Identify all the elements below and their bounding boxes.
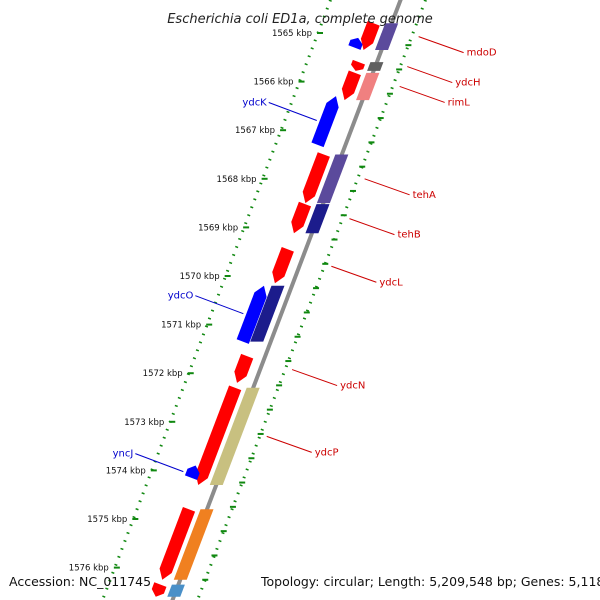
ruler-label: 1565 kbp <box>272 29 312 39</box>
gene-features <box>151 20 399 597</box>
gene-ydcH-companion-block <box>367 62 384 71</box>
left-dotted-guide <box>100 0 332 600</box>
gene-tehB-arrow <box>291 201 312 234</box>
right-dotted-guide <box>195 0 427 600</box>
gene-ydcL-leader <box>331 265 377 283</box>
gene-yncJ-label: yncJ <box>113 449 134 460</box>
gene-ydcK-label: ydcK <box>242 97 267 108</box>
ruler-label: 1573 kbp <box>124 418 164 428</box>
gene-ydcH-leader <box>407 66 453 84</box>
gene-unlabeled-companion-block <box>167 584 185 597</box>
gene-ydcN-label: ydcN <box>340 381 365 392</box>
accession-text: Accession: NC_011745 <box>9 574 151 589</box>
gene-tehB-leader <box>349 218 395 236</box>
gene-yncJ-arrow <box>184 465 200 480</box>
gene-ydcN-arrow <box>234 353 254 383</box>
map-title: Escherichia coli ED1a, complete genome <box>167 12 433 27</box>
gene-unlabeled-arrow <box>348 37 363 50</box>
ruler-label: 1572 kbp <box>143 369 183 379</box>
gene-ydcO-companion-block <box>250 285 285 342</box>
gene-mdoD-arrow <box>360 20 380 51</box>
gene-yncJ-leader <box>135 453 184 473</box>
gene-unlabeled-arrow <box>151 582 167 597</box>
topology-text: Topology: circular; Length: 5,209,548 bp… <box>260 574 600 589</box>
ruler-label: 1567 kbp <box>235 126 275 136</box>
gene-rimL-arrow <box>341 70 361 101</box>
gene-rimL-companion-block <box>356 72 380 101</box>
gene-ydcO-arrow <box>236 285 267 344</box>
gene-tehA-arrow <box>302 152 330 204</box>
gene-labels: mdoD ydcH rimL ydcK tehA tehB ydcL ydcO ydcN ydcP… <box>113 36 497 473</box>
ruler-label: 1571 kbp <box>161 321 201 331</box>
ruler-label: 1569 kbp <box>198 223 238 233</box>
ruler-label: 1575 kbp <box>87 515 127 525</box>
gene-ydcK-arrow <box>311 96 339 148</box>
ruler-label: 1576 kbp <box>69 564 109 574</box>
ruler-label: 1566 kbp <box>253 78 293 88</box>
gene-ydcP-arrow <box>195 385 242 485</box>
gene-tehA-label: tehA <box>413 190 436 201</box>
gene-tehA-companion-block <box>316 154 349 204</box>
gene-ydcH-arrow <box>351 59 365 71</box>
ruler-label: 1574 kbp <box>106 466 146 476</box>
gene-ydcH-label: ydcH <box>455 78 480 89</box>
gene-unlabeled-arrow <box>159 506 196 580</box>
gene-rimL-leader <box>399 85 445 103</box>
gene-mdoD-label: mdoD <box>467 48 497 59</box>
ruler-label: 1570 kbp <box>180 272 220 282</box>
gene-ydcO-label: ydcO <box>168 291 194 302</box>
gene-ydcL-label: ydcL <box>379 277 403 288</box>
gene-ydcL-arrow <box>272 246 294 284</box>
gene-tehB-companion-block <box>305 204 330 234</box>
gene-unlabeled-companion-block <box>173 509 214 580</box>
kbp-ruler: 1565 kbp 1566 kbp 1567 kbp 1568 kbp 1569 kbp… <box>69 29 412 581</box>
gene-ydcO-leader <box>195 295 244 315</box>
ruler-label: 1568 kbp <box>217 175 257 185</box>
gene-mdoD-companion-block <box>375 23 399 51</box>
gene-rimL-label: rimL <box>448 97 471 108</box>
gene-tehB-label: tehB <box>397 230 420 241</box>
gene-ydcP-label: ydcP <box>315 447 339 458</box>
gene-ydcK-leader <box>268 102 317 121</box>
gene-mdoD-leader <box>418 36 464 54</box>
gene-ydcN-leader <box>291 369 338 387</box>
gene-ydcP-leader <box>266 435 312 453</box>
gene-ydcP-companion-block <box>209 387 260 485</box>
gene-tehA-leader <box>364 178 410 196</box>
